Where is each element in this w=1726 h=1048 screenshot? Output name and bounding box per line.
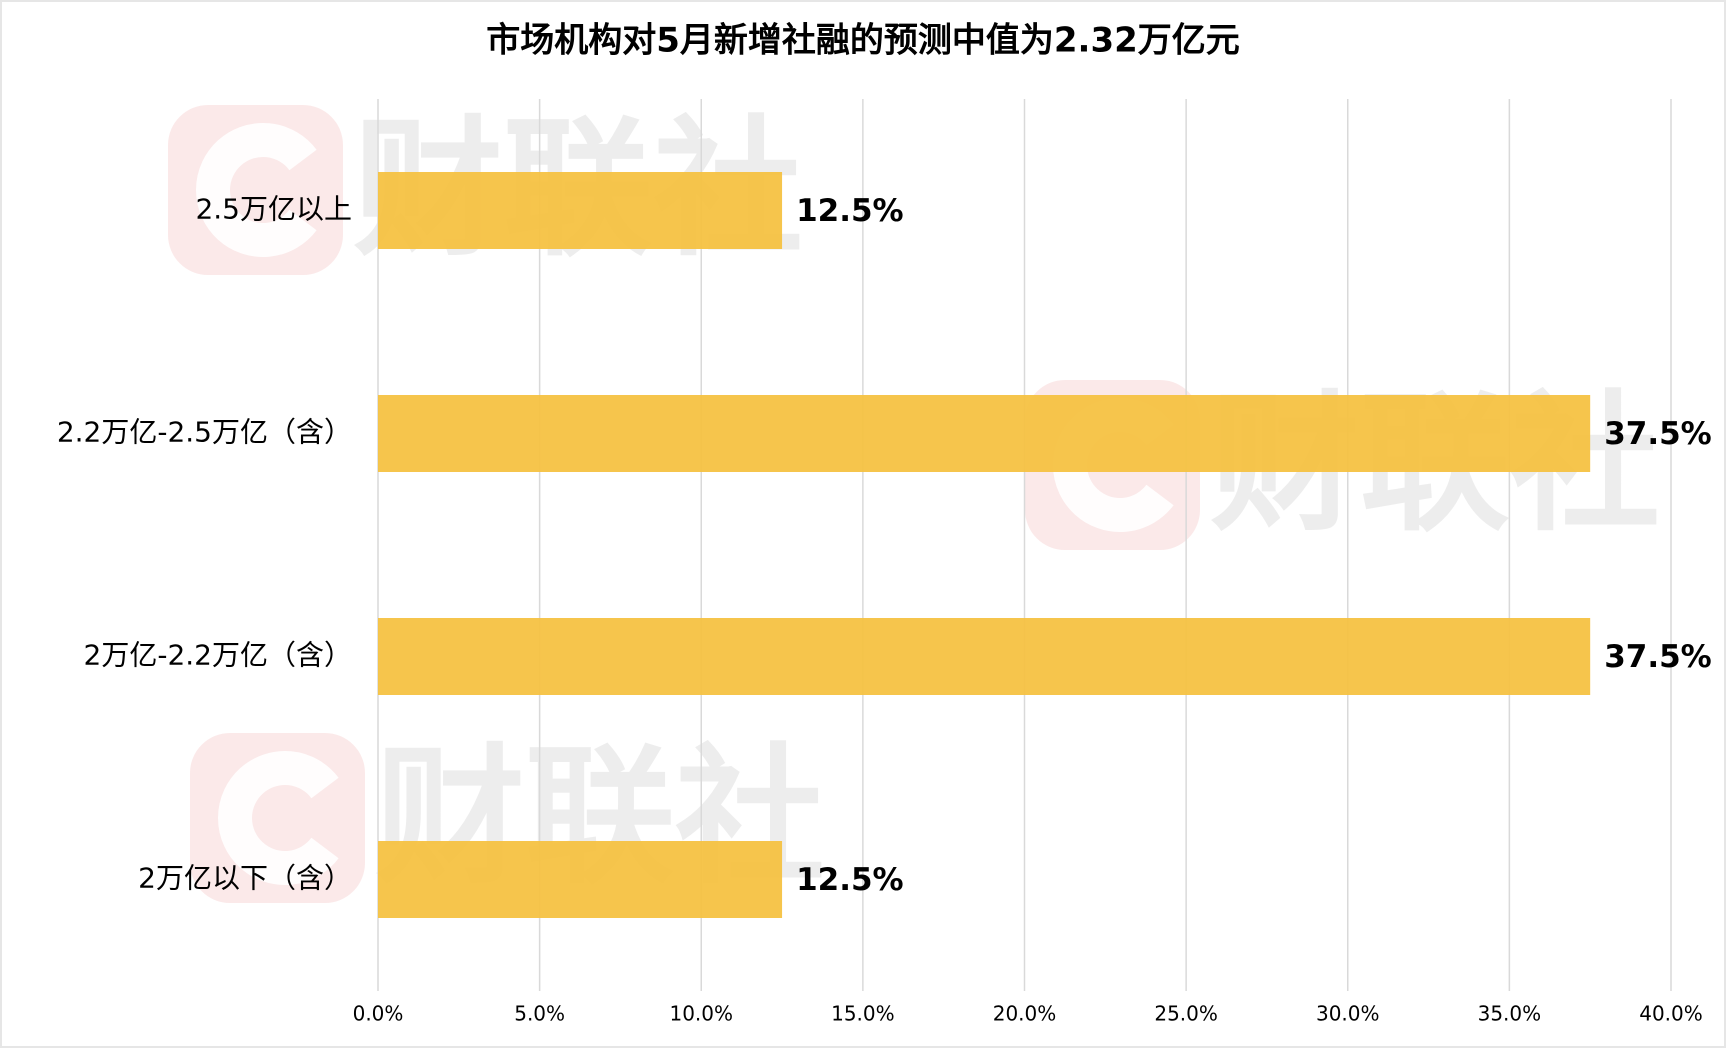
- watermark-logo-c: [218, 751, 339, 885]
- value-label: 12.5%: [796, 193, 904, 229]
- y-tick-label: 2.2万亿-2.5万亿（含）: [57, 416, 352, 449]
- y-tick-label: 2万亿-2.2万亿（含）: [84, 639, 352, 672]
- x-tick-label: 25.0%: [1154, 1002, 1218, 1026]
- bar: [378, 395, 1591, 472]
- x-tick-label: 0.0%: [353, 1002, 404, 1026]
- bar: [378, 618, 1591, 695]
- bar: [378, 841, 783, 918]
- value-label: 12.5%: [796, 862, 904, 898]
- x-tick-label: 5.0%: [514, 1002, 565, 1026]
- x-tick-label: 10.0%: [669, 1002, 733, 1026]
- value-label: 37.5%: [1604, 639, 1712, 675]
- x-tick-label: 40.0%: [1639, 1002, 1703, 1026]
- y-tick-label: 2万亿以下（含）: [138, 862, 352, 895]
- x-tick-label: 20.0%: [993, 1002, 1057, 1026]
- x-tick-label: 30.0%: [1316, 1002, 1380, 1026]
- chart-title: 市场机构对5月新增社融的预测中值为2.32万亿元: [486, 21, 1240, 61]
- bar: [378, 172, 783, 249]
- x-tick-label: 15.0%: [831, 1002, 895, 1026]
- y-tick-label: 2.5万亿以上: [195, 193, 352, 226]
- watermark-logo-c: [196, 123, 317, 257]
- x-tick-label: 35.0%: [1478, 1002, 1542, 1026]
- value-label: 37.5%: [1604, 416, 1712, 452]
